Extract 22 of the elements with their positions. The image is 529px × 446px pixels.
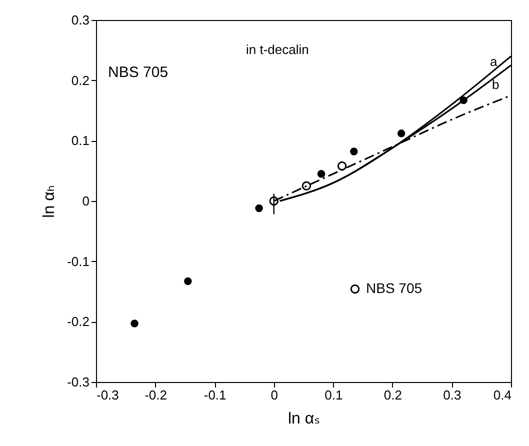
x-axis-title: ln αₛ (288, 410, 320, 428)
y-tick-label: -0.3 (67, 374, 90, 390)
x-tick-label: 0.2 (384, 388, 402, 402)
x-tick-label: 0.4 (493, 388, 512, 402)
x-tick-label: 0.1 (324, 388, 343, 402)
x-tick-label: 0 (270, 388, 278, 402)
y-tick-label: -0.1 (67, 254, 90, 269)
annotation: in t-decalin (246, 42, 309, 57)
y-tick-label: 0.3 (71, 12, 90, 28)
y-tick-label: -0.2 (67, 314, 90, 330)
x-tick-label: 0.3 (443, 388, 462, 402)
y-tick-label: 0.1 (71, 133, 90, 148)
annotation: b (492, 77, 500, 92)
annotation: a (490, 54, 498, 69)
y-tick-label: 0.2 (71, 72, 90, 88)
x-tick-label: -0.1 (204, 388, 226, 402)
annotation: NBS 705 (108, 64, 168, 81)
x-tick-label: -0.3 (96, 388, 119, 402)
legend-label: NBS 705 (366, 280, 422, 296)
y-axis-title: ln αₕ (41, 185, 58, 218)
y-tick-label: 0 (82, 194, 90, 208)
x-tick-label: -0.2 (144, 388, 167, 402)
